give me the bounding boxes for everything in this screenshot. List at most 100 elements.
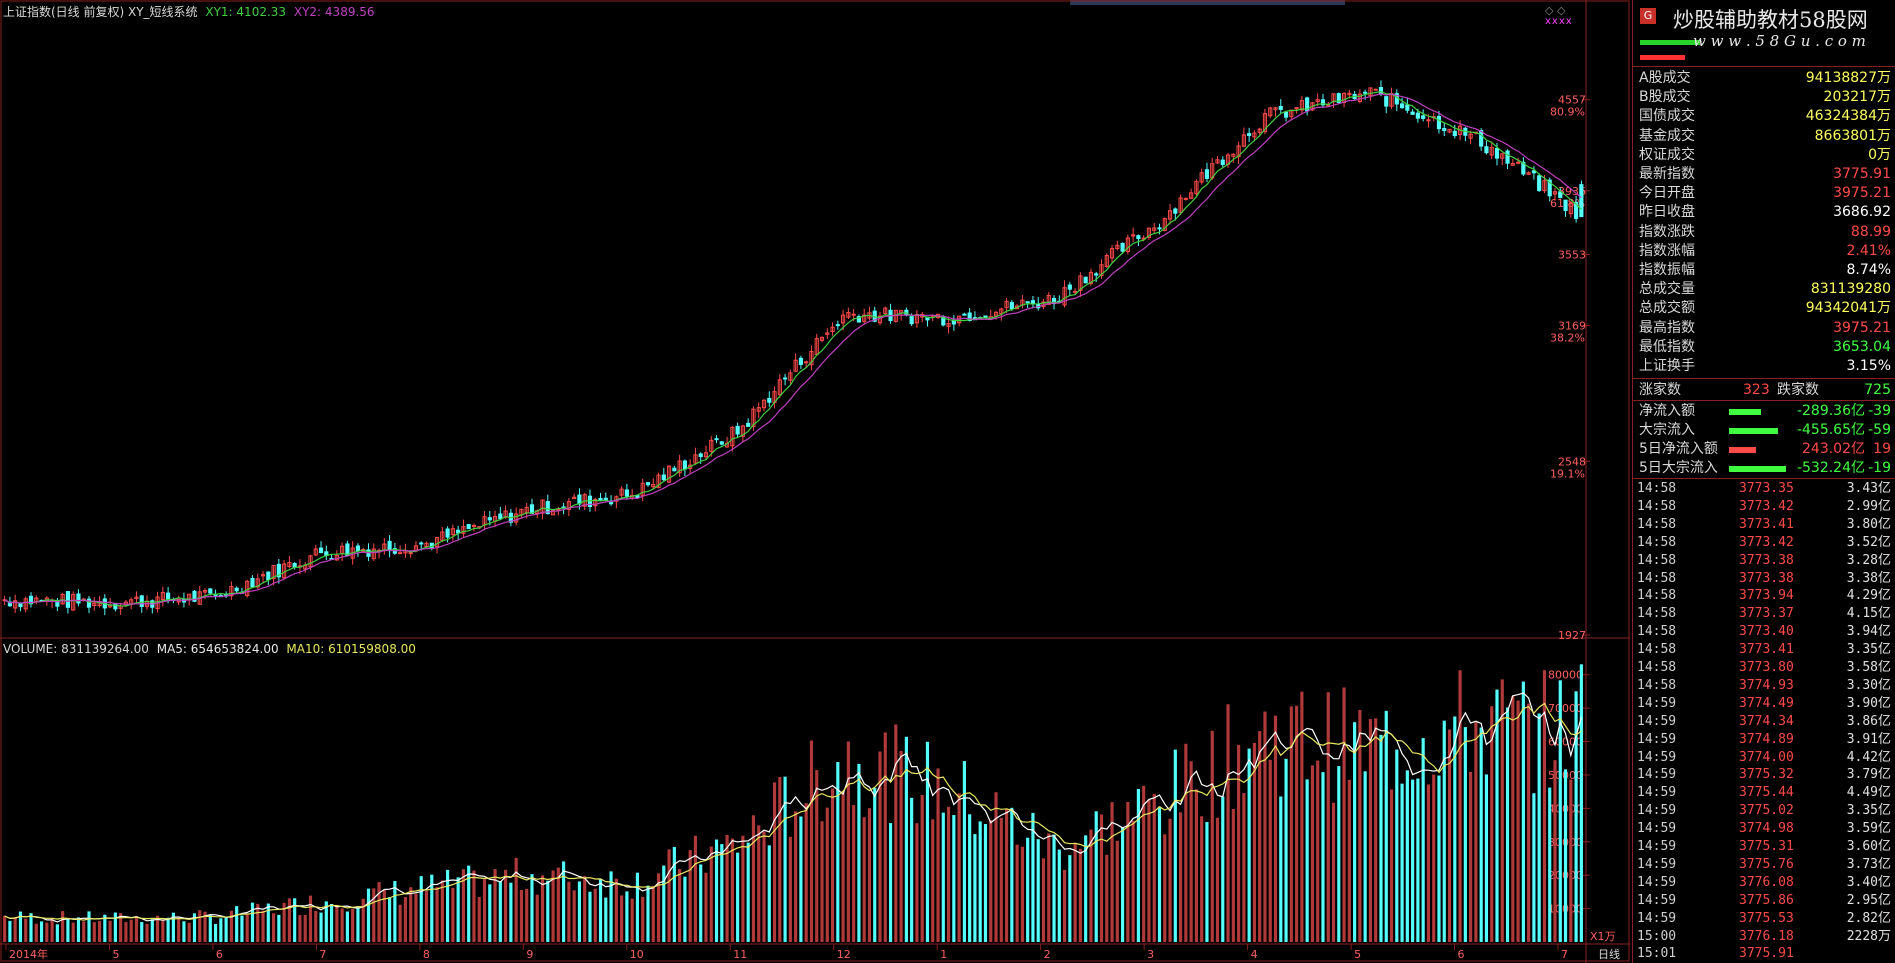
volume-bar xyxy=(435,887,439,942)
volume-bar xyxy=(1532,793,1536,942)
volume-bar xyxy=(767,845,771,942)
candle-body xyxy=(1162,218,1167,232)
volume-bar xyxy=(1511,696,1515,942)
volume-bar xyxy=(609,871,613,942)
candle-body xyxy=(682,460,687,470)
volume-bar xyxy=(256,903,260,942)
volume-bar xyxy=(1395,749,1399,942)
volume-bar xyxy=(456,877,460,942)
volume-bar xyxy=(1289,706,1293,942)
stat-row: 指数振幅 8.74% xyxy=(1637,261,1893,280)
candle-body xyxy=(450,528,455,536)
tick-price: 3776.08 xyxy=(1739,874,1794,890)
volume-bar xyxy=(124,922,128,942)
volume-bar xyxy=(166,917,170,942)
volume-bar xyxy=(894,724,898,942)
volume-bar xyxy=(931,819,935,942)
top-handle[interactable] xyxy=(1070,0,1345,5)
window-controls-icon[interactable]: ◇ ◇ xyxy=(1545,4,1566,17)
down-count-value: 725 xyxy=(1864,382,1891,398)
candle-body xyxy=(134,596,139,599)
volume-bar xyxy=(8,920,12,942)
candle-body xyxy=(909,315,914,325)
volume-bar xyxy=(567,881,571,942)
volume-bar xyxy=(941,812,945,942)
candle-body xyxy=(1094,273,1099,276)
tick-row: 14:59 3774.00 4.42亿 xyxy=(1635,749,1893,767)
volume-bar xyxy=(398,904,402,942)
candle-body xyxy=(192,590,197,602)
tick-time: 14:59 xyxy=(1637,803,1677,819)
up-count-label: 涨家数 xyxy=(1639,382,1681,398)
stat-label: 今日开盘 xyxy=(1639,185,1695,202)
candle-body xyxy=(1062,287,1067,306)
volume-bar xyxy=(472,870,476,942)
volume-bar xyxy=(1331,802,1336,942)
candle-body xyxy=(1521,161,1526,175)
tick-time: 14:58 xyxy=(1637,642,1677,658)
stat-row: 基金成交 8663801万 xyxy=(1637,127,1893,146)
candle-body xyxy=(1510,163,1515,166)
stat-value: 831139280 xyxy=(1810,281,1891,298)
candle-body xyxy=(1436,115,1442,130)
volume-bar xyxy=(409,887,413,942)
volume-bar xyxy=(546,880,550,942)
tick-price: 3773.38 xyxy=(1739,570,1794,586)
price-label: 3169 xyxy=(1558,320,1586,333)
candle-body xyxy=(856,316,861,323)
volume-bar xyxy=(446,869,450,942)
volume-bar xyxy=(1047,833,1051,942)
volume-bar xyxy=(709,846,713,942)
candle-body xyxy=(1516,161,1521,164)
candle-body xyxy=(798,357,803,365)
volume-bar xyxy=(1242,793,1246,942)
candlestick-chart[interactable]: 455780.9%393661.8%3553316938.2%254819.1%… xyxy=(0,0,1630,963)
g-icon[interactable]: G xyxy=(1640,8,1656,24)
tick-volume: 3.94亿 xyxy=(1846,624,1891,640)
candle-body xyxy=(1384,96,1389,107)
fib-label: 38.2% xyxy=(1550,332,1585,345)
price-label: 4557 xyxy=(1558,94,1586,107)
stat-row: 总成交量 831139280 xyxy=(1637,280,1893,299)
candle-body xyxy=(1468,133,1473,139)
candle-body xyxy=(461,526,466,534)
volume-bar xyxy=(1041,858,1046,942)
stat-label: 指数涨跌 xyxy=(1639,223,1695,240)
volume-bar xyxy=(477,897,481,942)
tick-price: 3775.76 xyxy=(1739,856,1794,872)
volume-bar xyxy=(377,882,381,942)
tick-volume: 3.43亿 xyxy=(1846,481,1891,496)
volume-bar xyxy=(1337,766,1341,942)
volume-bar xyxy=(1136,788,1140,942)
candle-body xyxy=(255,578,260,588)
volume-bar xyxy=(298,915,302,942)
volume-bar xyxy=(736,852,740,942)
volume-bar xyxy=(1099,814,1104,942)
volume-bar xyxy=(182,921,186,942)
volume-bar xyxy=(1004,809,1009,942)
date-label: 3 xyxy=(1147,948,1154,961)
chart-area[interactable]: 上证指数(日线 前复权) XY_短线系统 XY1: 4102.33 XY2: 4… xyxy=(0,0,1630,963)
tick-row: 14:59 3775.32 3.79亿 xyxy=(1635,766,1893,784)
volume-bar xyxy=(129,919,133,942)
flow-value: -289.36亿 xyxy=(1796,403,1865,419)
date-label: 6 xyxy=(216,948,223,961)
candle-body xyxy=(804,361,809,364)
tick-volume: 2.95亿 xyxy=(1846,892,1891,908)
volume-bar xyxy=(1474,720,1478,942)
volume-bar xyxy=(1089,829,1093,942)
date-label: 4 xyxy=(1251,948,1258,961)
flow-label: 5日大宗流入 xyxy=(1639,460,1718,476)
tick-price: 3775.32 xyxy=(1739,767,1794,783)
volume-bar xyxy=(1258,731,1262,942)
volume-bar xyxy=(1184,743,1188,942)
candle-body xyxy=(1547,179,1552,197)
volume-bar xyxy=(1094,811,1098,942)
volume-bar xyxy=(1505,707,1510,942)
volume-bar xyxy=(134,916,139,942)
stat-label: 总成交额 xyxy=(1639,300,1695,317)
volume-bar xyxy=(614,878,618,942)
volume-bar xyxy=(946,806,951,942)
candle-body xyxy=(1373,88,1378,91)
tick-volume: 4.42亿 xyxy=(1846,749,1891,765)
